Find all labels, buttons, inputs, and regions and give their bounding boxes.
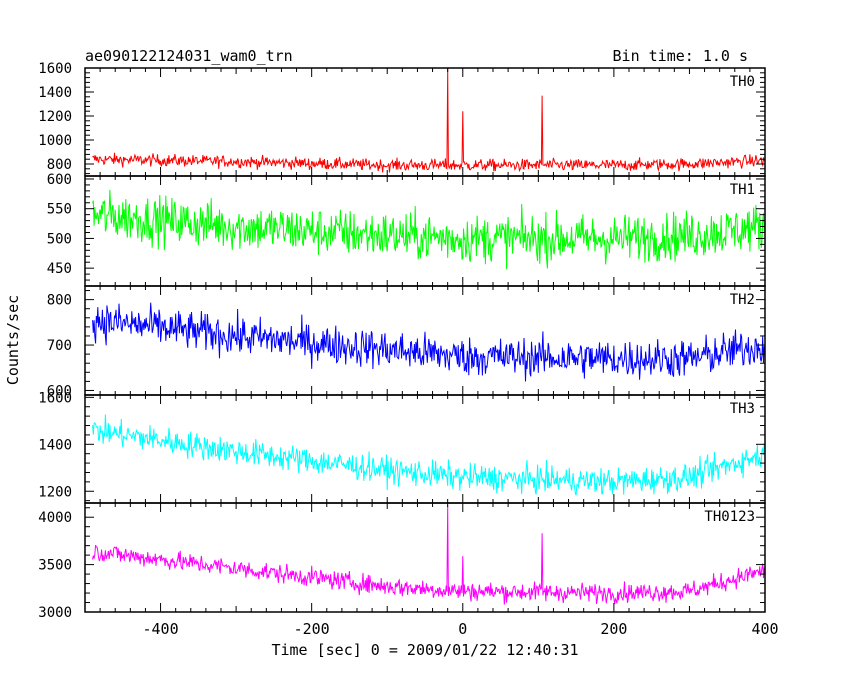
- y-tick-label: 4000: [38, 510, 72, 526]
- panel-label-th0: TH0: [730, 74, 755, 90]
- chart-title: ae090122124031_wam0_trn: [85, 47, 293, 65]
- y-tick-label: 800: [47, 293, 72, 309]
- y-tick-label: 600: [47, 383, 72, 399]
- y-tick-label: 3000: [38, 605, 72, 621]
- series-line-th2: [92, 302, 766, 382]
- y-tick-label: 800: [47, 157, 72, 173]
- y-tick-label: 550: [47, 202, 72, 218]
- panel-label-th2: TH2: [730, 292, 755, 308]
- y-tick-label: 1200: [38, 109, 72, 125]
- panel-label-th3: TH3: [730, 401, 755, 417]
- x-tick-label: 0: [458, 620, 467, 638]
- series-line-th0: [92, 67, 766, 173]
- y-tick-label: 1600: [38, 61, 72, 77]
- y-tick-label: 1200: [38, 484, 72, 500]
- y-tick-label: 1400: [38, 437, 72, 453]
- panels-group: 800 1000 1200 1400 1600 TH0 450 500 550 600 TH1 600…: [38, 61, 778, 638]
- panel-label-th1: TH1: [730, 182, 755, 198]
- x-tick-label: -400: [142, 620, 178, 638]
- panel-frame-th0123: [84, 502, 766, 613]
- series-line-th0123: [92, 505, 766, 605]
- y-tick-label: 1000: [38, 133, 72, 149]
- x-tick-label: -200: [294, 620, 330, 638]
- y-axis-label: Counts/sec: [4, 295, 22, 385]
- y-tick-label: 500: [47, 231, 72, 247]
- y-tick-label: 700: [47, 338, 72, 354]
- series-line-th3: [92, 414, 766, 496]
- y-tick-label: 1400: [38, 85, 72, 101]
- x-axis-label: Time [sec] 0 = 2009/01/22 12:40:31: [271, 641, 578, 659]
- y-tick-label: 1600: [38, 390, 72, 406]
- y-tick-label: 450: [47, 261, 72, 277]
- bin-time-label: Bin time: 1.0 s: [613, 47, 748, 65]
- panel-frame-th0: [84, 67, 766, 177]
- y-tick-label: 600: [47, 172, 72, 188]
- x-tick-label: 200: [600, 620, 627, 638]
- x-tick-label: 400: [751, 620, 778, 638]
- panel-label-th0123: TH0123: [704, 509, 755, 525]
- series-line-th1: [92, 189, 766, 270]
- y-tick-label: 3500: [38, 558, 72, 574]
